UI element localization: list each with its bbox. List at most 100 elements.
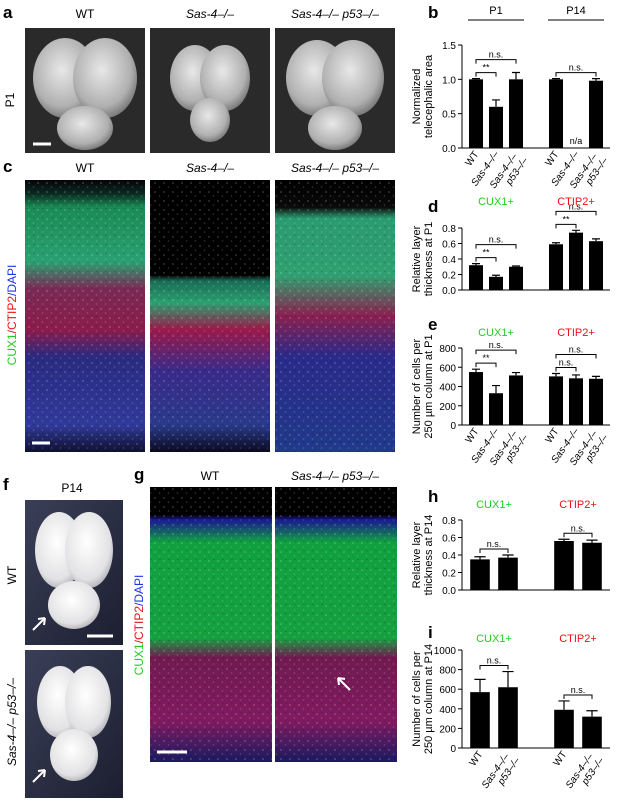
panel-letter: a [3,3,13,22]
panel-letter: h [428,487,438,506]
y-axis-label: thickness at P14 [423,515,435,596]
x-tick-label: Sas-4–/– p53–/– [564,749,607,797]
stain-label: CUX1/CTIP2/DAPI [132,575,146,676]
x-tick-label: WT [464,149,482,168]
row-label: P1 [3,92,17,107]
error-bar [512,265,520,267]
column-label: Sas-4–/– p53–/– [291,469,379,483]
bar [582,716,602,748]
error-bar [592,375,600,379]
value-label: n/a [570,136,583,146]
significance-label: ** [482,353,490,363]
brain-image [275,28,395,153]
bar [549,244,563,290]
bar [489,393,503,425]
significance-label: n.s. [571,523,586,533]
error-bar [586,539,598,543]
bar [589,80,603,148]
y-tick-label: 0.6 [442,240,456,251]
y-axis-label: 250 µm column at P14 [423,644,435,754]
x-tick-label: Sas-4–/– p53–/– [480,749,523,797]
error-bar [552,78,560,80]
stain-part: /DAPI [132,575,146,606]
column-label: Sas-4–/– [186,161,234,175]
x-tick-label: WT [544,149,562,168]
significance-label: ** [562,214,570,224]
error-bar [552,242,560,245]
bar [469,372,483,425]
y-tick-label: 600 [439,363,456,374]
bar [498,687,518,748]
bar [469,265,483,290]
group-label: CTIP2+ [557,327,595,339]
bar [470,692,490,748]
y-axis-label: thickness at P1 [423,222,435,297]
y-tick-label: 0.4 [442,255,456,266]
error-bar [492,274,500,277]
group-label: CUX1+ [476,499,512,511]
significance-label: n.s. [569,345,584,355]
significance-bracket [475,59,517,64]
y-tick-label: 0.0 [442,286,456,297]
y-tick-label: 600 [439,685,456,696]
error-bar [502,554,514,558]
error-bar [572,229,580,233]
y-tick-label: 400 [439,705,456,716]
group-label: CUX1+ [478,196,514,208]
y-tick-label: 0.0 [442,144,456,155]
stain-part: /DAPI [5,265,19,296]
y-tick-label: 0.0 [442,586,456,597]
column-label: WT [201,469,220,483]
significance-label: n.s. [571,685,586,695]
brain-image [25,28,145,153]
y-axis-label: Relative layer [411,521,423,588]
y-tick-label: 0 [450,744,456,755]
bar [489,106,503,148]
significance-bracket [555,210,597,216]
column-label: Sas-4–/– p53–/– [291,161,379,175]
panel-letter: e [428,315,437,334]
bar [569,232,583,290]
y-tick-label: 400 [439,383,456,394]
y-axis-label: Normalized [411,69,423,125]
y-tick-label: 0.8 [442,224,456,235]
column-label: Sas-4–/– p53–/– [291,7,379,21]
group-label: P1 [489,5,502,17]
group-label: P14 [566,5,586,17]
significance-label: n.s. [569,201,584,211]
bar [509,79,523,148]
panel-letter: d [428,197,438,216]
significance-label: ** [482,248,490,258]
stain-part: /CTIP2 [5,296,19,334]
stain-part: CUX1 [132,643,146,675]
stain-part: /CTIP2 [132,606,146,644]
row-label: Sas-4–/– p53–/– [5,678,19,766]
error-bar [586,710,598,717]
column-label: WT [76,7,95,21]
group-label: CUX1+ [478,327,514,339]
bar [469,79,483,148]
bar [554,709,574,748]
error-bar [502,670,514,688]
bar [549,376,563,425]
significance-bracket [479,665,509,670]
error-bar [572,374,580,379]
error-bar [472,368,480,373]
significance-label: n.s. [487,656,502,666]
y-tick-label: 0.5 [442,110,456,121]
bar [582,542,602,590]
bar [489,276,503,290]
panel-letter: g [134,465,144,484]
y-tick-label: 0.8 [442,516,456,527]
y-tick-label: 1.0 [442,75,456,86]
y-tick-label: 200 [439,724,456,735]
significance-bracket [479,548,509,553]
stain-label: CUX1/CTIP2/DAPI [5,265,19,366]
error-bar [492,99,500,107]
significance-label: n.s. [569,63,584,73]
y-axis-label: telecephalic area [423,54,435,138]
error-bar [492,384,500,394]
fluorescence-image [150,487,397,762]
error-bar [474,678,486,693]
